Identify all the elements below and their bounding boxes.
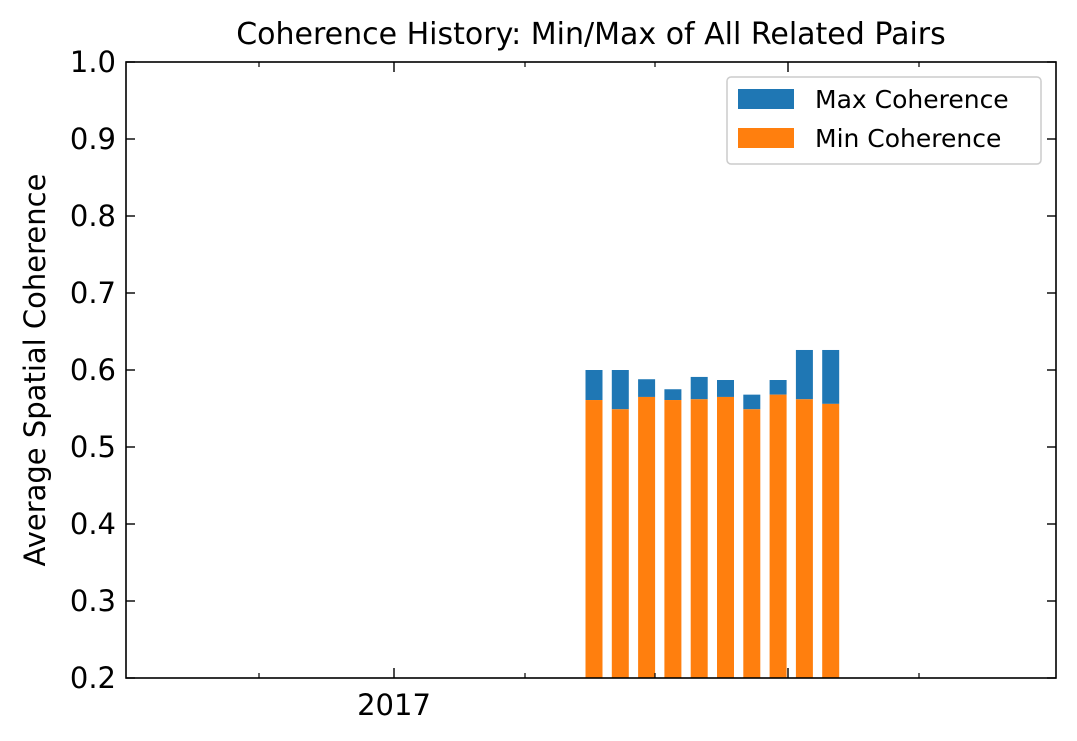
bar-min: [743, 409, 761, 678]
bar-max: [822, 349, 840, 404]
y-tick-label: 0.4: [70, 507, 116, 541]
bar-min: [822, 403, 840, 678]
bar-max: [795, 349, 813, 400]
legend-label-min: Min Coherence: [815, 124, 1001, 153]
bar-min: [717, 396, 734, 678]
bar-max: [743, 394, 761, 410]
plot-frame: [125, 61, 1057, 679]
bar-min: [638, 396, 656, 678]
x-tick-label: 2017: [357, 688, 431, 722]
y-tick-label: 1.0: [70, 45, 116, 79]
y-tick-label: 0.7: [70, 276, 116, 310]
y-axis-label: Average Spatial Coherence: [18, 174, 52, 567]
bar-min: [795, 399, 813, 678]
bar-max: [717, 380, 734, 397]
bar-max: [769, 380, 787, 395]
bar-max: [664, 389, 682, 401]
y-tick-label: 0.3: [70, 584, 116, 618]
legend-label-max: Max Coherence: [815, 85, 1009, 114]
ticks-group: 0.2 0.3 0.4 0.5 0.6 0.7 0.8 0.9 1.0 2017: [70, 45, 1056, 722]
bar-max: [585, 370, 603, 401]
bar-max: [638, 379, 656, 397]
legend-swatch-min: [738, 128, 794, 148]
bar-min: [769, 394, 787, 678]
legend-swatch-max: [738, 89, 794, 109]
bar-min: [690, 399, 708, 678]
y-tick-label: 0.8: [70, 199, 116, 233]
bar-min: [611, 409, 629, 678]
bar-max: [611, 370, 629, 410]
y-tick-label: 0.5: [70, 430, 116, 464]
bar-min: [585, 400, 603, 678]
y-tick-label: 0.6: [70, 353, 116, 387]
bars-group: [585, 349, 840, 678]
bar-max: [690, 376, 708, 400]
y-tick-label: 0.2: [70, 661, 116, 695]
chart-title: Coherence History: Min/Max of All Relate…: [236, 17, 946, 52]
legend-frame: [726, 76, 1042, 165]
bar-min: [664, 400, 682, 678]
y-tick-label: 0.9: [70, 122, 116, 156]
legend: Max Coherence Min Coherence: [726, 76, 1042, 165]
